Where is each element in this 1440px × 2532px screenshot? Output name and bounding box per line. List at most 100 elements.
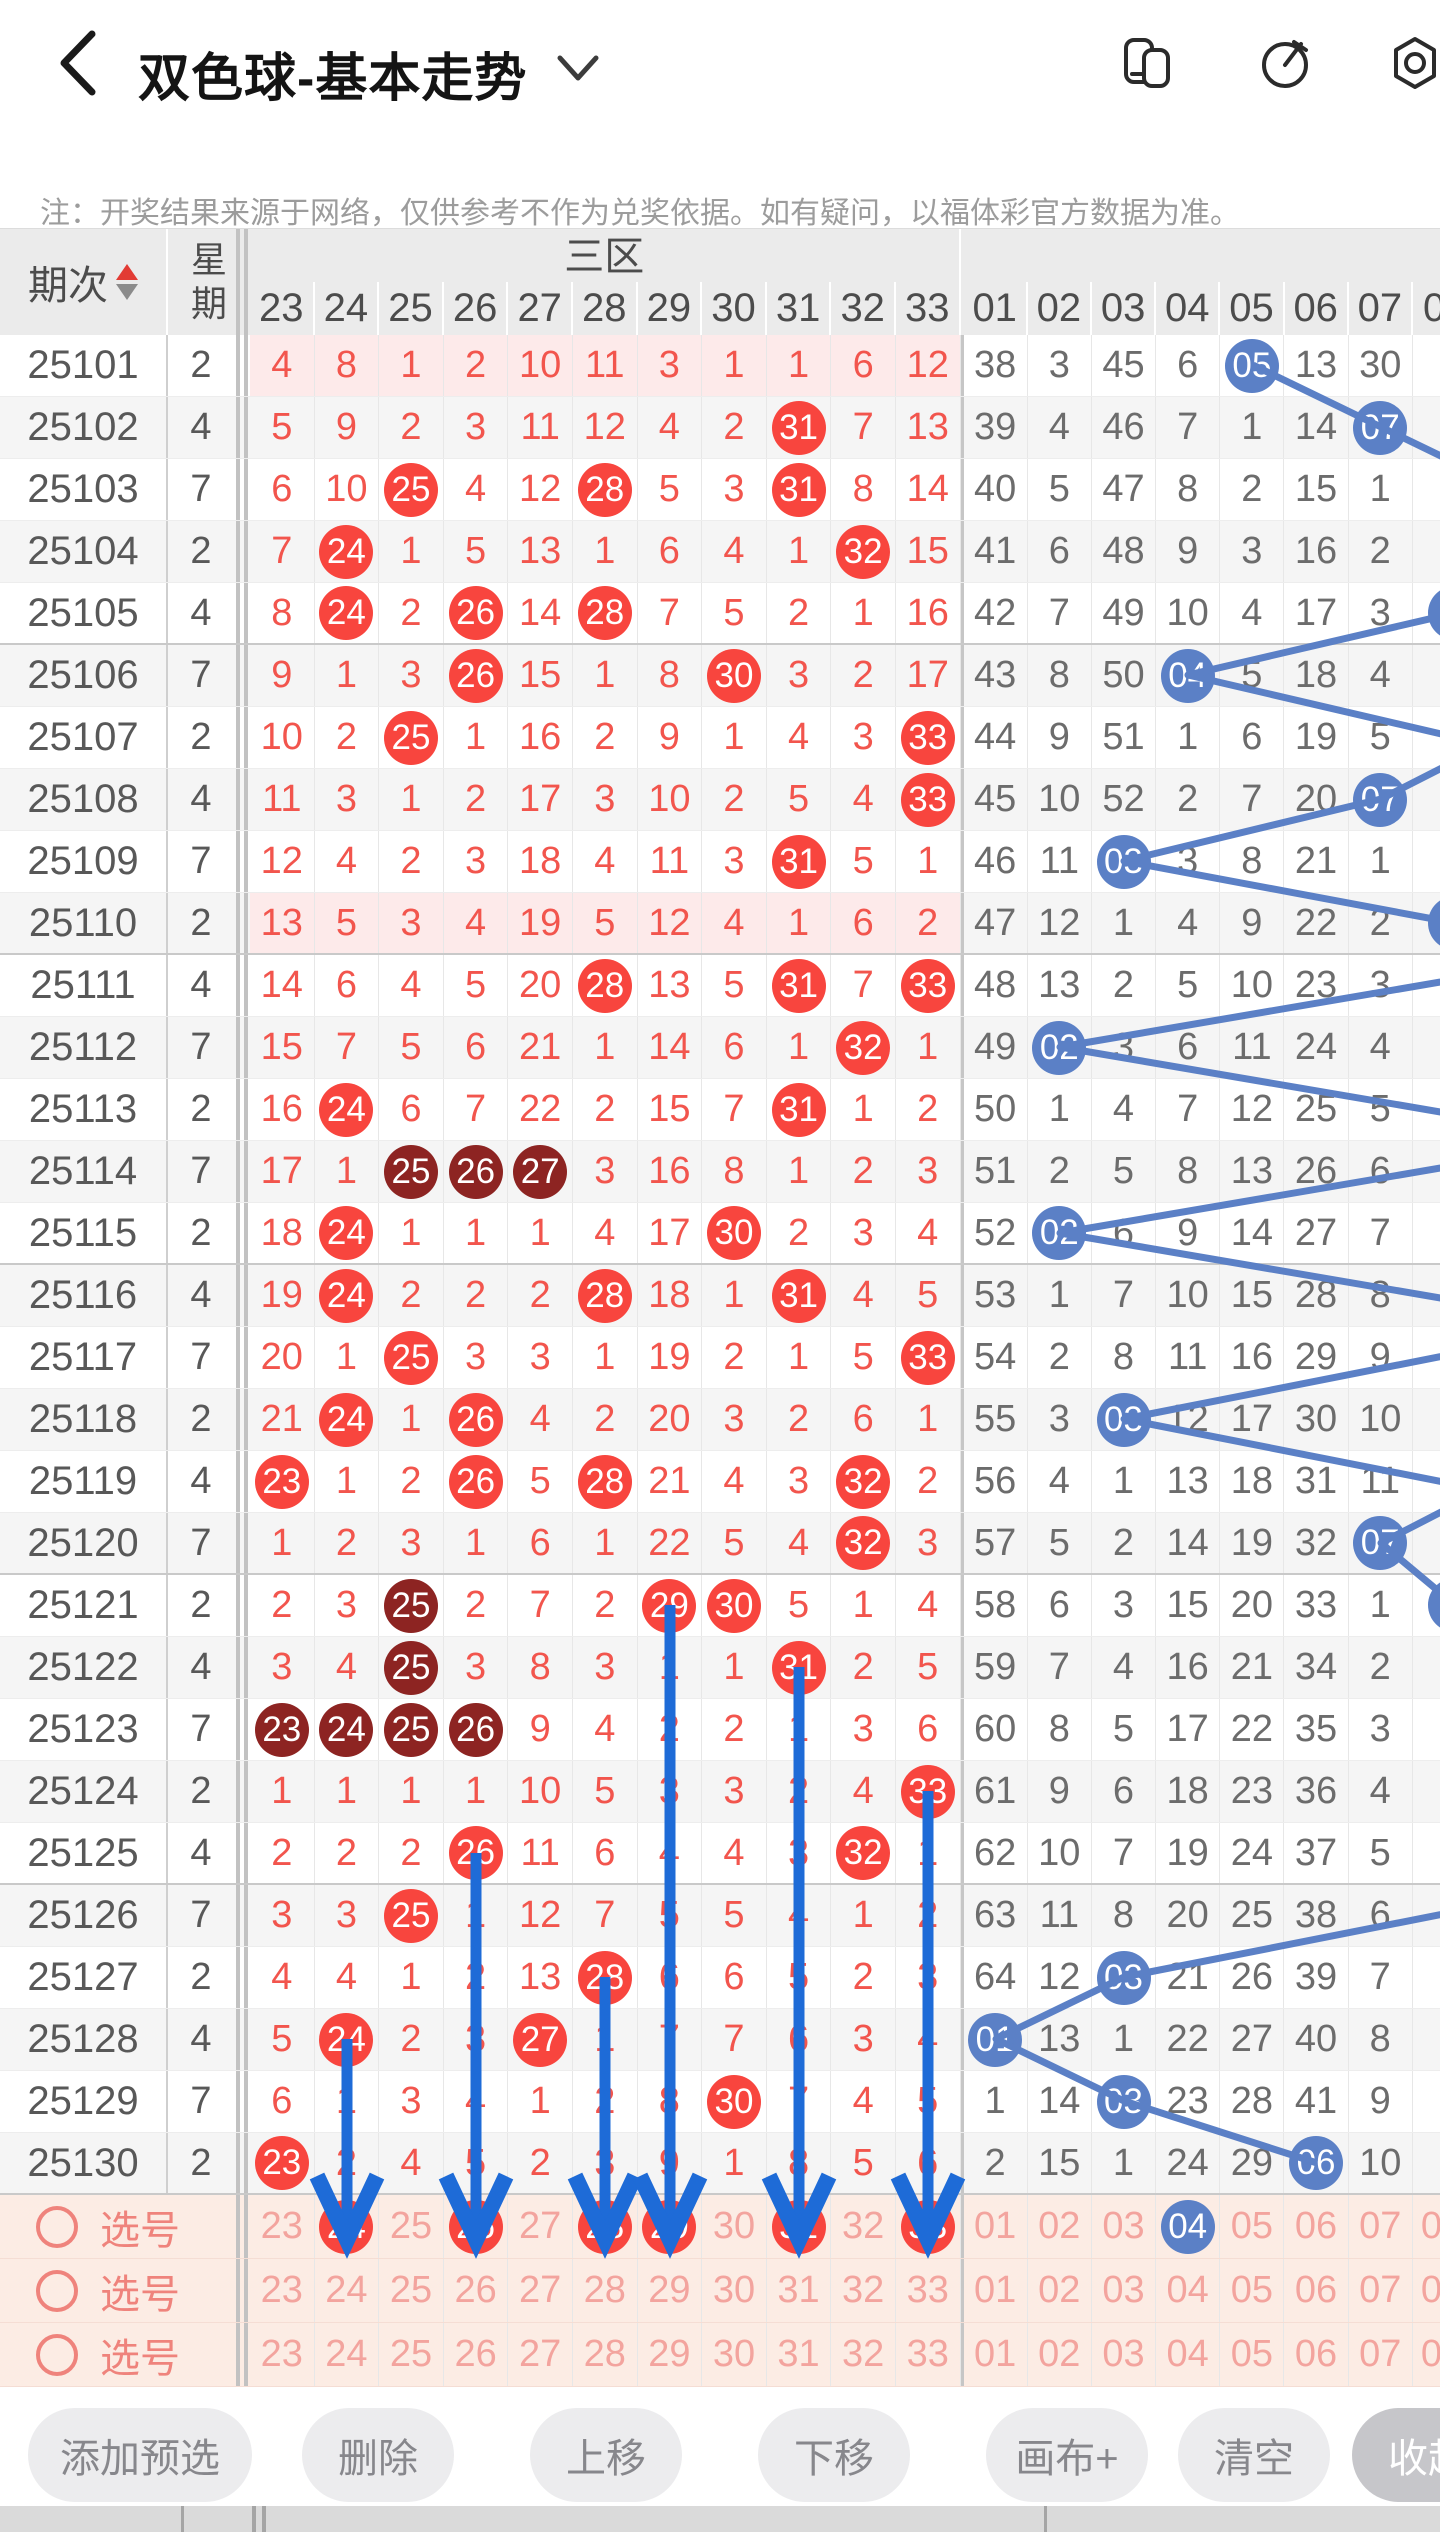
select-blue-cell[interactable]: 01 [964, 2259, 1028, 2322]
column-header-red-33[interactable]: 33 [896, 282, 961, 335]
toolbar-button-收起[interactable]: 收起 [1352, 2408, 1440, 2502]
select-blue-cell[interactable]: 03 [1092, 2323, 1157, 2386]
select-red-cell[interactable]: 25 [379, 2195, 444, 2258]
select-blue-cell[interactable]: 01 [964, 2323, 1028, 2386]
select-red-cell[interactable]: 23 [250, 2323, 315, 2386]
select-red-cell[interactable]: 27 [508, 2195, 573, 2258]
select-blue-cell[interactable]: 02 [1028, 2195, 1092, 2258]
blue-zone-cell: 18 [1220, 1451, 1285, 1512]
select-red-cell[interactable]: 29 [638, 2259, 703, 2322]
column-header-blue-04[interactable]: 04 [1156, 282, 1221, 335]
select-row-radio[interactable] [36, 2205, 78, 2248]
toolbar-button-清空[interactable]: 清空 [1178, 2408, 1330, 2502]
column-header-red-26[interactable]: 26 [443, 282, 509, 335]
column-header-red-30[interactable]: 30 [702, 282, 767, 335]
select-blue-cell[interactable]: 05 [1220, 2195, 1285, 2258]
select-red-cell[interactable]: 33 [896, 2323, 961, 2386]
select-red-cell[interactable]: 24 [315, 2259, 380, 2322]
select-red-cell[interactable]: 30 [702, 2323, 767, 2386]
column-header-red-32[interactable]: 32 [831, 282, 896, 335]
select-blue-cell[interactable]: 06 [1284, 2323, 1349, 2386]
select-blue-cell[interactable]: 02 [1028, 2323, 1092, 2386]
blue-zone-cell: 49 [1092, 583, 1157, 643]
blue-zone-cell: 1 [1092, 1451, 1157, 1512]
column-header-blue-06[interactable]: 06 [1284, 282, 1349, 335]
column-header-blue-07[interactable]: 07 [1348, 282, 1413, 335]
select-blue-cell[interactable]: 05 [1220, 2323, 1285, 2386]
pinned-divider [234, 769, 250, 830]
column-header-blue-02[interactable]: 02 [1027, 282, 1092, 335]
select-red-cell[interactable]: 29 [638, 2323, 703, 2386]
column-header-blue-05[interactable]: 05 [1220, 282, 1285, 335]
select-blue-cell[interactable]: 04 [1156, 2195, 1221, 2258]
column-header-blue-03[interactable]: 03 [1092, 282, 1157, 335]
select-red-cell[interactable]: 26 [444, 2323, 509, 2386]
select-red-cell[interactable]: 26 [444, 2195, 509, 2258]
select-blue-cell[interactable]: 02 [1028, 2259, 1092, 2322]
red-ball: 28 [577, 958, 632, 1013]
select-blue-cell[interactable]: 07 [1349, 2195, 1413, 2258]
pages-icon[interactable] [1118, 34, 1176, 92]
sort-icon[interactable] [116, 264, 138, 300]
select-blue-cell[interactable]: 05 [1220, 2259, 1285, 2322]
column-header-red-27[interactable]: 27 [508, 282, 573, 335]
column-header-red-29[interactable]: 29 [637, 282, 703, 335]
select-red-cell[interactable]: 29 [638, 2195, 703, 2258]
toolbar-button-删除[interactable]: 删除 [302, 2408, 454, 2502]
toolbar-button-添加预选[interactable]: 添加预选 [28, 2408, 252, 2502]
badge-icon[interactable] [1386, 34, 1440, 92]
select-row-radio[interactable] [36, 2269, 78, 2312]
select-blue-cell[interactable]: 07 [1349, 2323, 1413, 2386]
red-zone-cell: 6 [638, 1947, 703, 2008]
compass-icon[interactable] [1256, 34, 1314, 92]
select-red-cell[interactable]: 25 [379, 2259, 444, 2322]
week-cell: 7 [190, 1521, 212, 1564]
column-header-red-23[interactable]: 23 [250, 282, 315, 335]
select-blue-cell[interactable]: 07 [1349, 2259, 1413, 2322]
red-zone-cell: 6 [896, 2133, 961, 2193]
column-header-blue-01[interactable]: 01 [963, 282, 1028, 335]
select-red-cell[interactable]: 24 [315, 2323, 380, 2386]
select-blue-cell[interactable]: 03 [1092, 2259, 1157, 2322]
select-red-cell[interactable]: 27 [508, 2323, 573, 2386]
select-red-cell[interactable]: 26 [444, 2259, 509, 2322]
toolbar-button-下移[interactable]: 下移 [758, 2408, 910, 2502]
select-red-cell[interactable]: 32 [831, 2195, 896, 2258]
toolbar-button-画布+[interactable]: 画布+ [986, 2408, 1148, 2502]
select-blue-cell[interactable]: 04 [1156, 2323, 1221, 2386]
select-red-cell[interactable]: 31 [767, 2259, 832, 2322]
blue-zone-cell: 18 [1284, 645, 1349, 706]
select-red-cell[interactable]: 33 [896, 2259, 961, 2322]
toolbar-button-上移[interactable]: 上移 [530, 2408, 682, 2502]
select-red-cell[interactable]: 27 [508, 2259, 573, 2322]
select-blue-cell[interactable]: 06 [1284, 2259, 1349, 2322]
select-red-cell[interactable]: 23 [250, 2195, 315, 2258]
select-blue-cell[interactable]: 03 [1092, 2195, 1157, 2258]
column-header-red-28[interactable]: 28 [573, 282, 638, 335]
select-blue-cell[interactable]: 01 [964, 2195, 1028, 2258]
select-red-cell[interactable]: 23 [250, 2259, 315, 2322]
column-header-red-31[interactable]: 31 [766, 282, 832, 335]
select-red-cell[interactable]: 33 [896, 2195, 961, 2258]
column-header-issue[interactable]: 期次 [0, 229, 168, 335]
select-red-cell[interactable]: 28 [573, 2323, 638, 2386]
back-chevron-icon[interactable] [48, 28, 108, 98]
red-ball: 28 [577, 1454, 632, 1509]
select-blue-cell[interactable]: 04 [1156, 2259, 1221, 2322]
select-red-cell[interactable]: 31 [767, 2195, 832, 2258]
select-red-cell[interactable]: 30 [702, 2259, 767, 2322]
column-header-red-25[interactable]: 25 [379, 282, 444, 335]
select-blue-cell[interactable]: 06 [1284, 2195, 1349, 2258]
red-zone-cell: 4 [767, 1885, 832, 1946]
select-red-cell[interactable]: 30 [702, 2195, 767, 2258]
select-red-cell[interactable]: 28 [573, 2195, 638, 2258]
select-red-cell[interactable]: 25 [379, 2323, 444, 2386]
select-red-cell[interactable]: 31 [767, 2323, 832, 2386]
select-red-cell[interactable]: 24 [315, 2195, 380, 2258]
select-red-cell[interactable]: 32 [831, 2323, 896, 2386]
select-red-cell[interactable]: 28 [573, 2259, 638, 2322]
column-header-red-24[interactable]: 24 [314, 282, 380, 335]
chevron-down-icon[interactable] [552, 52, 604, 86]
select-red-cell[interactable]: 32 [831, 2259, 896, 2322]
select-row-radio[interactable] [36, 2333, 78, 2376]
